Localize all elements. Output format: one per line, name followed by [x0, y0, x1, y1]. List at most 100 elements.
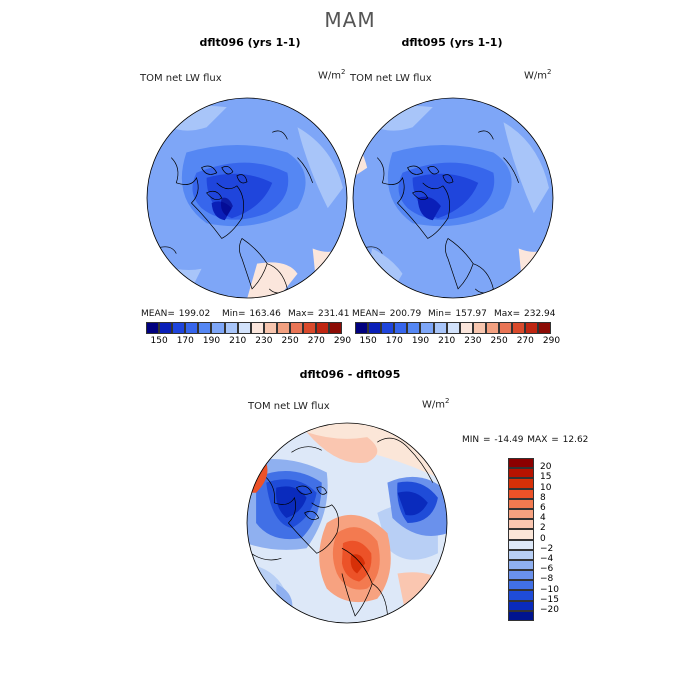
colorbar-swatch — [420, 322, 434, 334]
colorbar-swatch — [303, 322, 317, 334]
colorbar-swatch — [250, 322, 264, 334]
colorbar-swatch — [172, 322, 186, 334]
colorbar-tick-label: 150 — [359, 336, 377, 346]
colorbar-swatch — [211, 322, 225, 334]
panel2-title: dflt095 (yrs 1-1) — [401, 36, 503, 49]
colorbar-swatch — [355, 322, 369, 334]
colorbar-swatch — [381, 322, 395, 334]
colorbar-swatch — [525, 322, 539, 334]
colorbar-tick-label: −2 — [540, 543, 554, 554]
panel1-title: dflt096 (yrs 1-1) — [199, 36, 301, 49]
panel2-colorbar-ticks: 150 170 190 210 230 250 270 290 — [355, 336, 561, 348]
colorbar-tick-label: −10 — [540, 584, 559, 595]
colorbar-tick-label: 0 — [540, 533, 546, 544]
colorbar-swatch — [290, 322, 304, 334]
panel2-units: W/m2 — [524, 68, 552, 82]
colorbar-swatch — [508, 570, 534, 581]
colorbar-tick-label: −8 — [540, 574, 554, 585]
panel2-colorbar — [355, 322, 552, 334]
colorbar-swatch — [538, 322, 552, 334]
panel3-polar-map — [246, 422, 448, 624]
colorbar-swatch — [237, 322, 251, 334]
colorbar-tick-label: 270 — [307, 336, 325, 346]
colorbar-swatch — [159, 322, 173, 334]
colorbar-swatch — [508, 549, 534, 560]
panel1-variable: TOM net LW flux — [140, 73, 222, 84]
colorbar-swatch — [485, 322, 500, 334]
panel1-units: W/m2 — [318, 68, 346, 82]
panel2-mean: MEAN= 200.79 — [352, 309, 422, 319]
panel3-minmax: MIN = -14.49 MAX = 12.62 — [462, 435, 589, 445]
colorbar-swatch — [508, 529, 534, 540]
colorbar-tick-label: 270 — [516, 336, 534, 346]
colorbar-tick-label: −20 — [540, 605, 559, 615]
colorbar-tick-label: 290 — [333, 336, 352, 346]
colorbar-swatch — [512, 322, 526, 334]
colorbar-tick-label: 210 — [438, 336, 456, 346]
panel2-polar-map — [352, 97, 554, 299]
panel1-colorbar-ticks: 150 170 190 210 230 250 270 290 — [146, 336, 352, 348]
panel2-variable: TOM net LW flux — [350, 73, 432, 84]
colorbar-swatch — [316, 322, 330, 334]
colorbar-swatch — [329, 322, 343, 334]
colorbar-tick-label: 4 — [540, 513, 546, 524]
panel1-mean: MEAN= 199.02 — [141, 309, 211, 319]
colorbar-tick-label: 2 — [540, 523, 546, 534]
panel2-max: Max= 232.94 — [494, 309, 556, 319]
panel1-min: Min= 163.46 — [222, 309, 281, 319]
colorbar-tick-label: 250 — [281, 336, 299, 346]
panel1-max: Max= 231.41 — [288, 309, 350, 319]
colorbar-swatch — [263, 322, 277, 334]
colorbar-swatch — [508, 539, 534, 550]
panel1-colorbar — [146, 322, 343, 334]
colorbar-swatch — [224, 322, 238, 334]
colorbar-swatch — [508, 478, 534, 489]
colorbar-tick-label: 170 — [385, 336, 403, 346]
colorbar-tick-label: 15 — [540, 472, 552, 483]
panel3-units: W/m2 — [422, 397, 450, 411]
colorbar-tick-label: 190 — [202, 336, 221, 346]
colorbar-tick-label: 150 — [150, 336, 168, 346]
colorbar-tick-label: 210 — [229, 336, 247, 346]
colorbar-tick-label: 10 — [540, 482, 552, 493]
colorbar-swatch — [508, 519, 534, 530]
colorbar-swatch — [508, 468, 534, 479]
colorbar-swatch — [508, 559, 534, 571]
colorbar-swatch — [472, 322, 486, 334]
colorbar-swatch — [508, 498, 534, 509]
colorbar-swatch — [508, 600, 534, 611]
colorbar-tick-label: −15 — [540, 594, 559, 605]
colorbar-swatch — [508, 610, 534, 621]
colorbar-swatch — [508, 458, 534, 469]
colorbar-swatch — [499, 322, 513, 334]
panel3-colorbar-ticks: 20 15 10 8 6 4 2 0 −2 −4 −6 −8 −10 −15 −20 — [538, 458, 578, 624]
colorbar-tick-label: 290 — [542, 336, 561, 346]
colorbar-swatch — [508, 580, 534, 591]
colorbar-swatch — [446, 322, 460, 334]
colorbar-swatch — [508, 590, 534, 601]
colorbar-tick-label: 230 — [464, 336, 482, 346]
colorbar-swatch — [394, 322, 408, 334]
colorbar-swatch — [433, 322, 447, 334]
colorbar-swatch — [198, 322, 212, 334]
colorbar-swatch — [508, 488, 534, 499]
panel3-colorbar — [508, 458, 534, 621]
panel2-min: Min= 157.97 — [428, 309, 487, 319]
colorbar-tick-label: 20 — [540, 462, 552, 473]
colorbar-swatch — [459, 322, 473, 334]
colorbar-tick-label: −6 — [540, 564, 554, 575]
panel1-polar-map — [146, 97, 348, 299]
colorbar-swatch — [407, 322, 421, 334]
colorbar-swatch — [508, 508, 534, 520]
panel3-variable: TOM net LW flux — [248, 401, 330, 412]
panel3-title: dflt096 - dflt095 — [299, 368, 401, 381]
colorbar-swatch — [146, 322, 160, 334]
colorbar-swatch — [185, 322, 199, 334]
colorbar-tick-label: 190 — [411, 336, 430, 346]
colorbar-tick-label: 8 — [540, 492, 546, 503]
colorbar-tick-label: 170 — [176, 336, 194, 346]
colorbar-tick-label: 250 — [490, 336, 508, 346]
colorbar-swatch — [276, 322, 291, 334]
colorbar-tick-label: 6 — [540, 503, 546, 513]
season-title: MAM — [324, 8, 376, 32]
